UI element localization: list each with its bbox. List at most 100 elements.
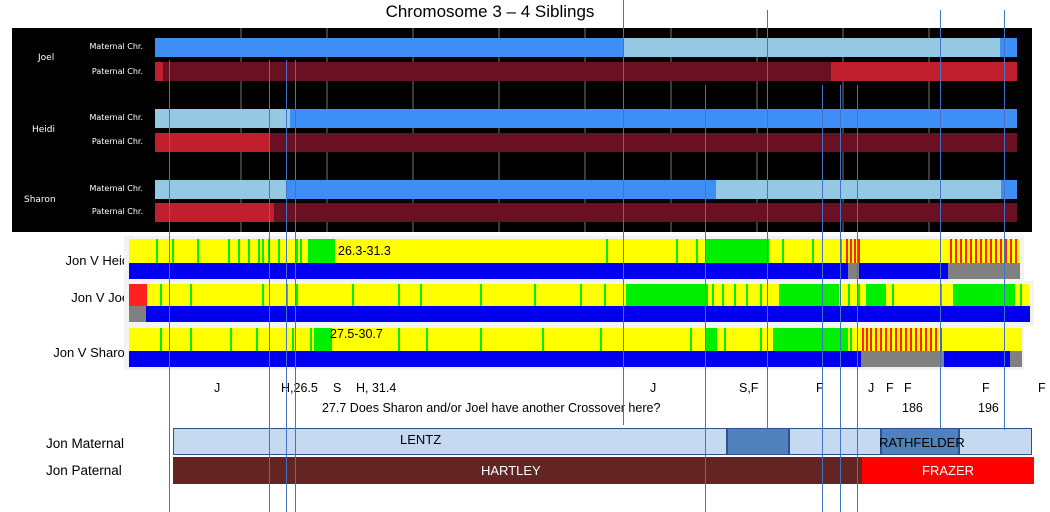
snp-tick bbox=[885, 328, 887, 351]
snp-tick bbox=[480, 284, 482, 306]
fully-identical-region bbox=[705, 239, 769, 263]
grid-line bbox=[928, 28, 930, 232]
maternal-segment-light bbox=[959, 428, 1032, 455]
snp-tick bbox=[990, 239, 992, 263]
sharon-maternal-segment bbox=[716, 180, 1001, 199]
snp-tick bbox=[190, 284, 192, 306]
heidi-paternal-segment bbox=[269, 133, 1017, 152]
snp-tick bbox=[892, 284, 894, 306]
sharon-maternal-segment bbox=[1001, 180, 1017, 199]
snp-tick bbox=[258, 239, 260, 263]
fully-identical-region bbox=[779, 284, 839, 306]
chart-title: Chromosome 3 – 4 Siblings bbox=[385, 2, 595, 21]
heidi-paternal-segment bbox=[155, 133, 269, 152]
grid-line bbox=[240, 28, 242, 232]
snp-tick bbox=[925, 328, 927, 351]
sibling-name-sharon: Sharon bbox=[24, 195, 56, 205]
joel-paternal-label: Paternal Chr. bbox=[91, 67, 143, 76]
frazer-label: FRAZER bbox=[922, 463, 974, 478]
rathfelder-segment-dark bbox=[881, 428, 959, 455]
snp-tick bbox=[840, 239, 842, 263]
snp-tick bbox=[960, 239, 962, 263]
snp-tick bbox=[352, 284, 354, 306]
hartley-label: HARTLEY bbox=[481, 463, 541, 478]
snp-tick bbox=[542, 328, 544, 351]
heidi-maternal-segment bbox=[155, 109, 290, 128]
marker-label: J bbox=[868, 381, 875, 395]
marker-label: H,26.5 bbox=[281, 381, 318, 395]
half-identical-region bbox=[129, 284, 1029, 306]
snp-tick bbox=[310, 328, 312, 351]
fully-identical-region bbox=[314, 328, 332, 351]
crossover-guide-line bbox=[767, 10, 768, 430]
sharon-maternal-segment bbox=[286, 180, 716, 199]
lentz-label: LENTZ bbox=[400, 432, 442, 447]
snp-tick bbox=[600, 328, 602, 351]
snp-tick bbox=[985, 239, 987, 263]
snp-tick bbox=[734, 284, 736, 306]
snp-tick bbox=[724, 328, 726, 351]
snp-tick bbox=[846, 239, 848, 263]
hartley-segment bbox=[173, 457, 862, 484]
snp-tick bbox=[1005, 239, 1007, 263]
marker-label: F bbox=[982, 381, 990, 395]
snp-tick bbox=[690, 328, 692, 351]
snp-tick bbox=[480, 328, 482, 351]
heidi-maternal-segment bbox=[290, 109, 1017, 128]
no-share-bar bbox=[948, 263, 1020, 279]
joel-maternal-label: Maternal Chr. bbox=[89, 42, 143, 51]
jon-paternal-label: Jon Paternal bbox=[46, 463, 122, 478]
crossover-guide-line bbox=[269, 60, 270, 512]
crossover-guide-line bbox=[295, 60, 296, 512]
snp-tick bbox=[606, 239, 608, 263]
snp-tick bbox=[160, 328, 162, 351]
snp-tick bbox=[262, 284, 264, 306]
snp-tick bbox=[286, 284, 288, 306]
sibling-name-joel: Joel bbox=[38, 53, 55, 63]
snp-tick bbox=[398, 284, 400, 306]
snp-tick bbox=[965, 239, 967, 263]
sharon-paternal-segment bbox=[155, 203, 274, 222]
shared-segment-bar bbox=[859, 263, 948, 279]
snp-tick bbox=[950, 239, 952, 263]
sibling-name-heidi: Heidi bbox=[32, 125, 56, 135]
shared-segment-bar bbox=[146, 306, 1030, 322]
fully-identical-region bbox=[626, 284, 708, 306]
snp-tick bbox=[722, 284, 724, 306]
snp-tick bbox=[910, 328, 912, 351]
marker-label: F bbox=[886, 381, 894, 395]
crossover-guide-line bbox=[286, 60, 287, 512]
snp-tick bbox=[854, 239, 856, 263]
sharon-paternal-label: Paternal Chr. bbox=[91, 207, 143, 216]
joel-paternal-segment bbox=[163, 62, 831, 81]
snp-tick bbox=[782, 239, 784, 263]
snp-tick bbox=[848, 284, 850, 306]
snp-tick bbox=[420, 284, 422, 306]
snp-tick bbox=[197, 239, 199, 263]
snp-tick bbox=[300, 239, 302, 263]
joel-maternal-segment bbox=[155, 38, 624, 57]
marker-label: F bbox=[816, 381, 824, 395]
snp-tick bbox=[296, 284, 298, 306]
snp-tick bbox=[534, 284, 536, 306]
snp-tick bbox=[1015, 239, 1017, 263]
crossover-question: 27.7 Does Sharon and/or Joel have anothe… bbox=[322, 401, 661, 415]
snp-tick bbox=[676, 239, 678, 263]
half-identical-region bbox=[848, 239, 948, 263]
snp-tick bbox=[296, 239, 298, 263]
snp-tick bbox=[580, 284, 582, 306]
snp-tick bbox=[248, 239, 250, 263]
heidi-maternal-label: Maternal Chr. bbox=[89, 113, 143, 122]
heidi-paternal-label: Paternal Chr. bbox=[91, 137, 143, 146]
snp-tick bbox=[850, 239, 852, 263]
joel-maternal-segment bbox=[624, 38, 1000, 57]
snp-tick bbox=[398, 328, 400, 351]
snp-tick bbox=[190, 328, 192, 351]
fully-identical-region bbox=[308, 239, 335, 263]
maternal-segment-dark bbox=[727, 428, 789, 455]
crossover-guide-line bbox=[840, 85, 841, 512]
snp-tick bbox=[604, 284, 606, 306]
no-share-bar bbox=[848, 263, 859, 279]
snp-tick bbox=[866, 328, 868, 351]
comparison-label-heidi: Jon V Heidi bbox=[65, 253, 132, 268]
